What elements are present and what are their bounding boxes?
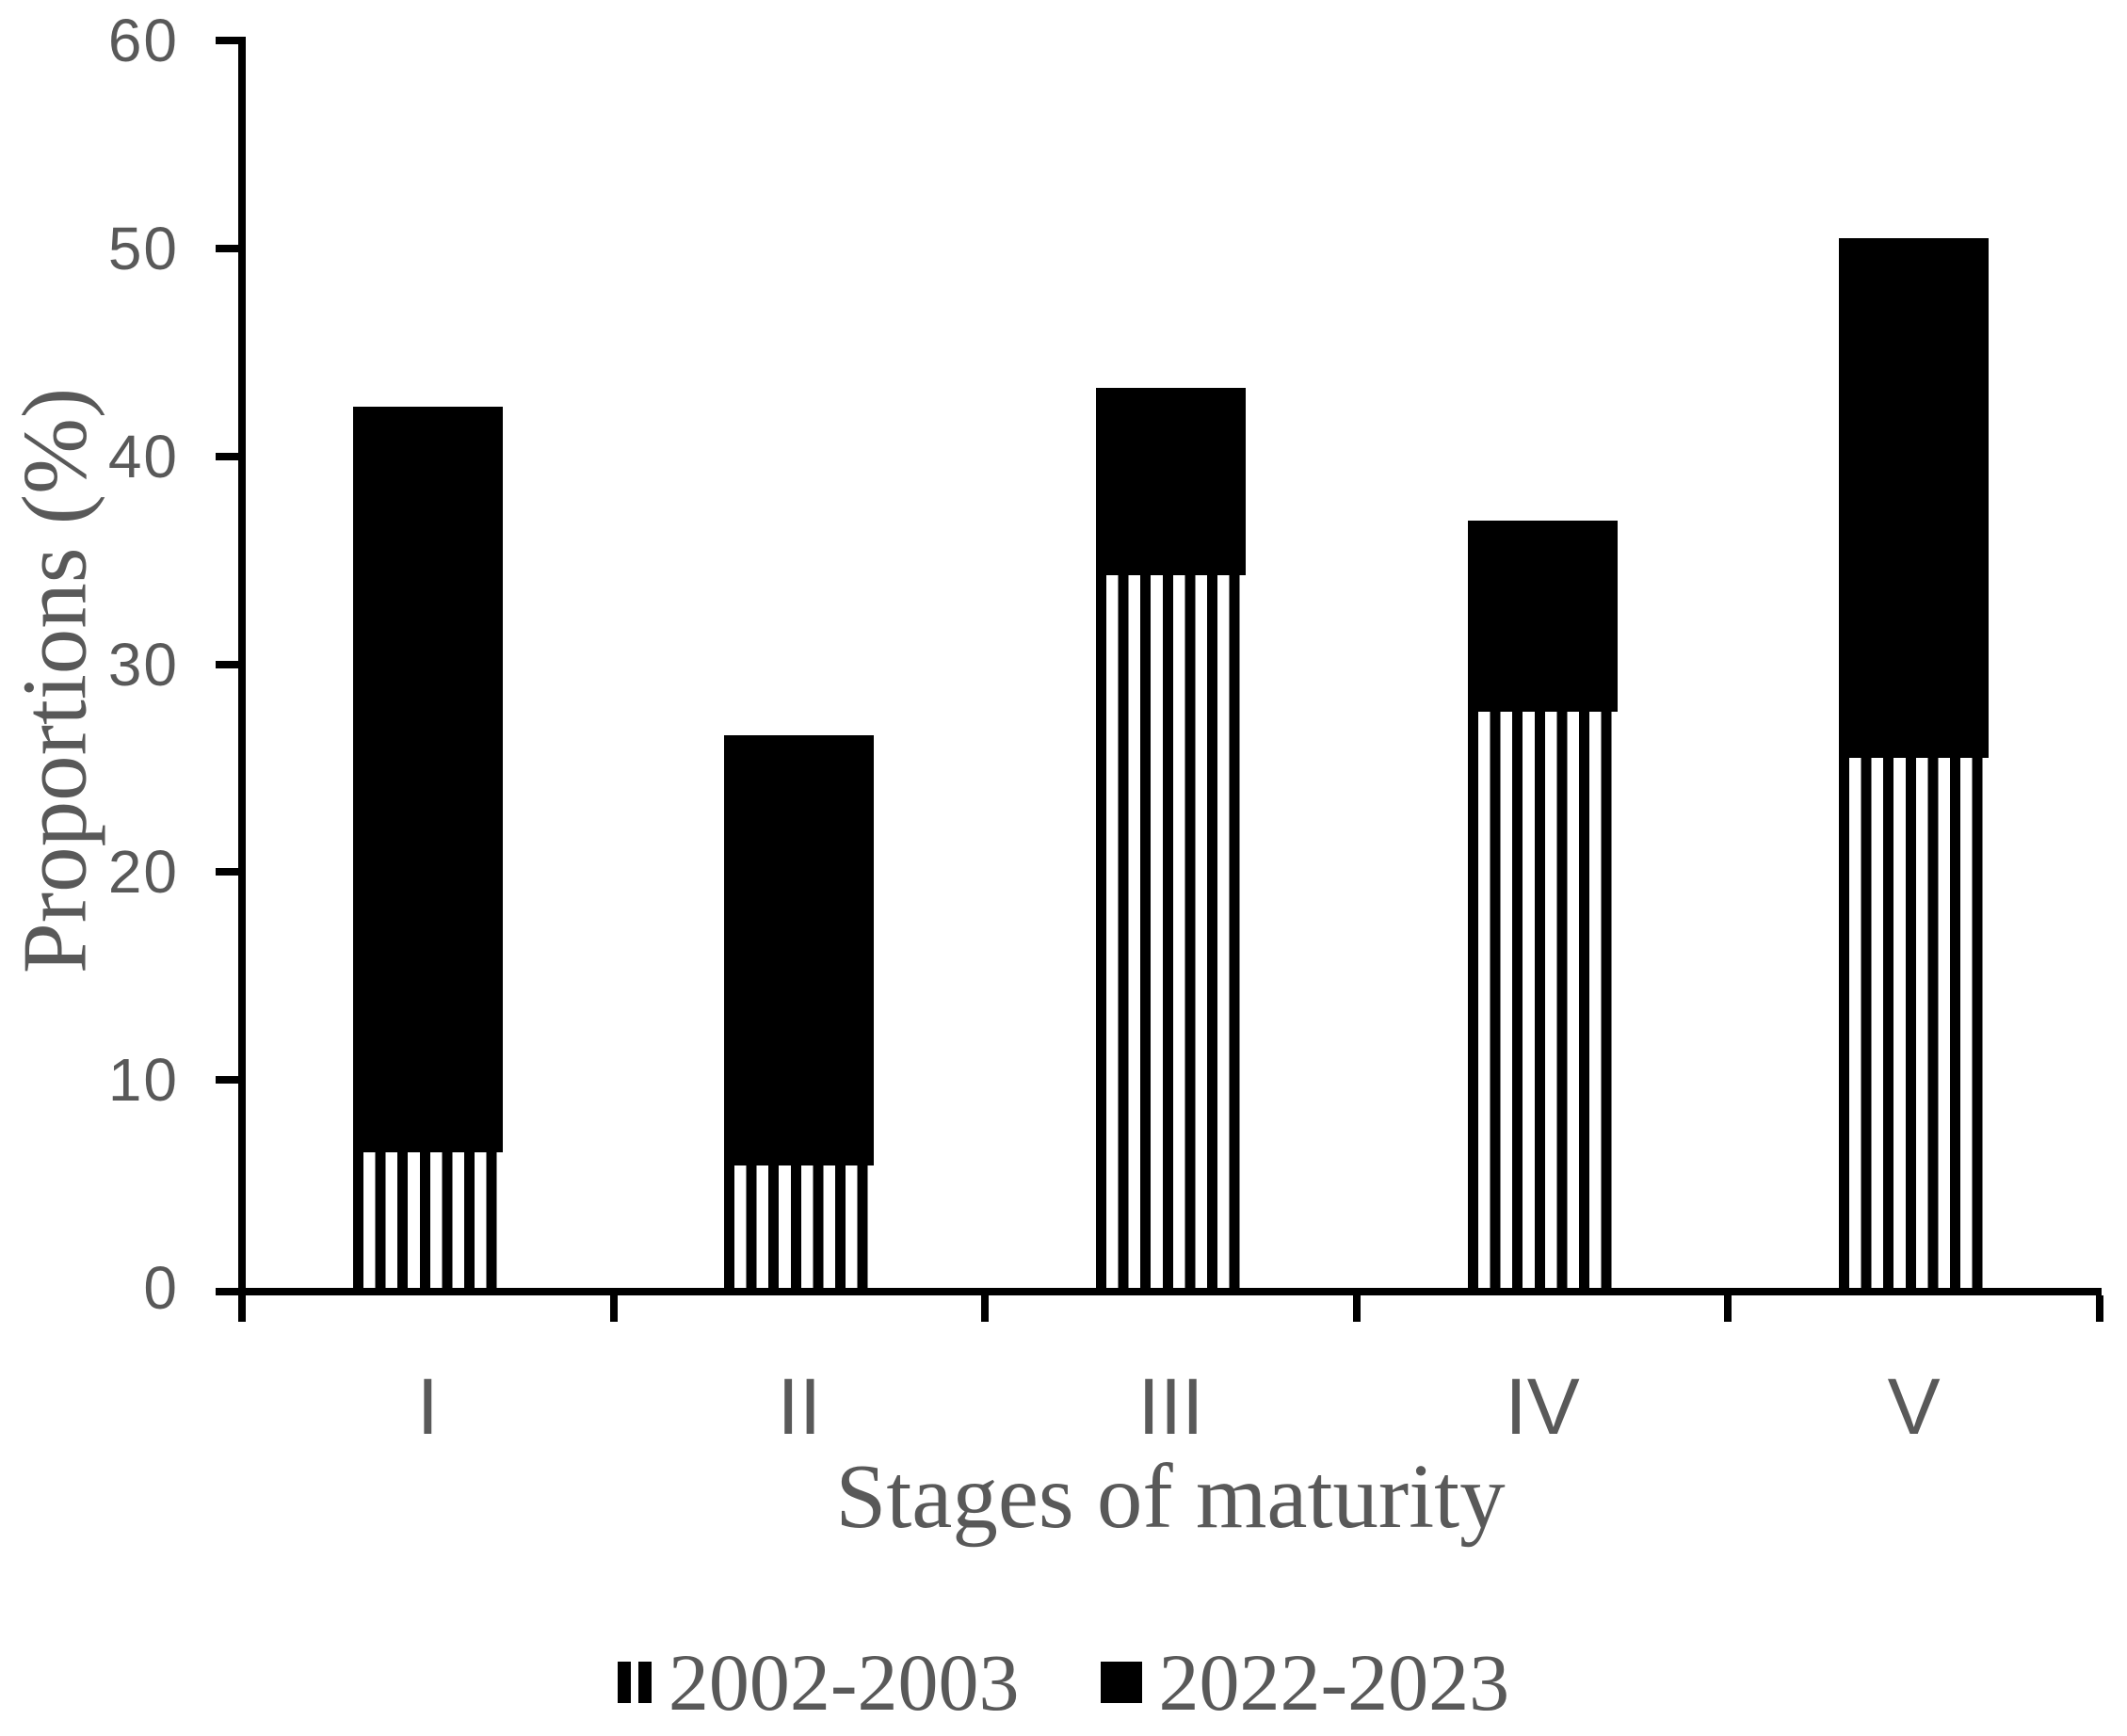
legend-label: 2002-2003 [668,1637,1020,1728]
bar-segment-2002-2003 [724,1165,875,1288]
x-axis-tick [238,1295,246,1322]
y-axis-tick-label: 30 [107,630,179,699]
x-axis-line [216,1288,2102,1295]
y-axis-tick [216,868,242,876]
legend-label: 2022-2023 [1158,1637,1510,1728]
x-axis-tick [2096,1295,2103,1322]
legend-item-2022-2023: 2022-2023 [1100,1637,1510,1728]
striped-swatch-icon [617,1662,652,1703]
y-axis-tick [216,37,242,44]
bar-segment-2002-2003 [1839,757,1990,1288]
x-axis-tick [1352,1295,1361,1322]
bar-segment-2022-2023 [1467,521,1618,713]
x-axis-tick [609,1295,618,1322]
bar-segment-2022-2023 [724,734,875,1165]
x-axis-category-label: V [1887,1362,1941,1451]
y-axis-tick-label: 40 [107,422,179,490]
chart-legend: 2002-2003 2022-2023 [0,1642,2127,1723]
bar-segment-2022-2023 [1096,387,1246,575]
bar-segment-2022-2023 [1839,237,1990,758]
y-axis-tick [216,660,242,668]
bar-segment-2002-2003 [1467,712,1618,1288]
x-axis-tick [981,1295,990,1322]
x-axis-category-label: I [416,1362,439,1451]
x-axis-tick [1724,1295,1732,1322]
bar-segment-2022-2023 [352,406,503,1153]
y-axis-tick-label: 50 [107,214,179,282]
x-axis-category-label: IV [1505,1362,1580,1451]
y-axis-tick-label: 0 [143,1254,179,1322]
y-axis-tick [216,1076,242,1085]
x-axis-title: Stages of maturity [835,1446,1506,1547]
y-axis-tick-label: 20 [107,838,179,907]
bar-segment-2002-2003 [1096,574,1246,1288]
bar-segment-2002-2003 [352,1152,503,1288]
x-axis-category-label: III [1137,1362,1204,1451]
solid-swatch-icon [1100,1662,1142,1703]
x-axis-category-label: II [777,1362,822,1451]
y-axis-tick [216,244,242,252]
y-axis-line [238,37,246,1295]
y-axis-tick-label: 60 [107,7,179,74]
legend-item-2002-2003: 2002-2003 [617,1637,1020,1728]
y-axis-tick-label: 10 [107,1046,179,1115]
y-axis-tick [216,452,242,460]
